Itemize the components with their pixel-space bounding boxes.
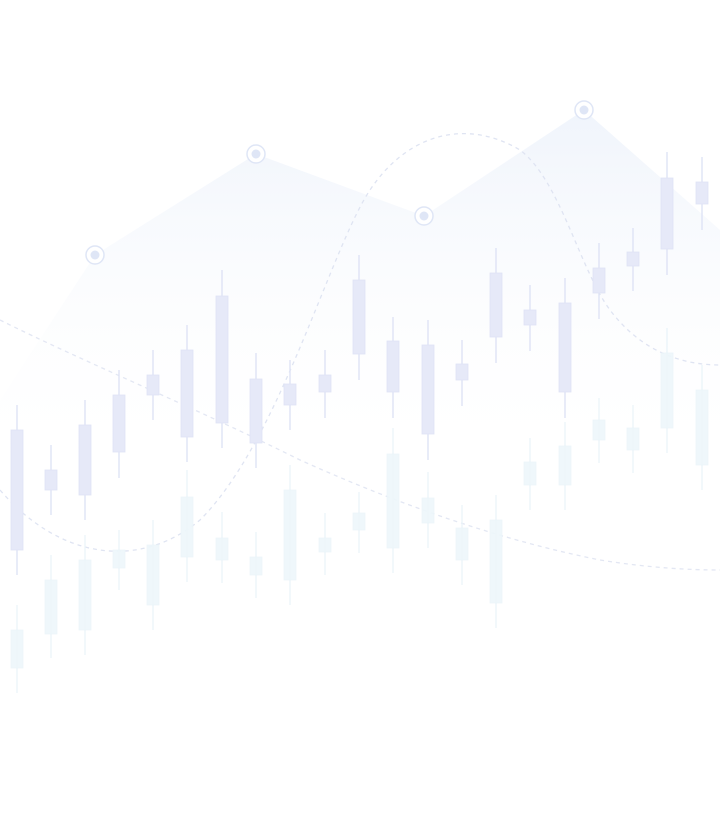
candle-body: [421, 344, 435, 435]
candle-body: [78, 424, 92, 496]
candle-body: [318, 537, 332, 553]
candle-body: [558, 302, 572, 393]
candle-body: [318, 374, 332, 393]
candle-body: [44, 469, 58, 491]
candle-body: [523, 309, 537, 326]
candle-body: [660, 177, 674, 250]
candle-body: [592, 419, 606, 441]
marker-pin-icon: [574, 100, 594, 120]
candle-body: [386, 453, 400, 549]
candle-body: [112, 549, 126, 569]
candle-body: [352, 512, 366, 531]
candle-body: [146, 374, 160, 396]
marker-pin-icon: [85, 245, 105, 265]
candle-body: [660, 352, 674, 429]
candle-body: [421, 497, 435, 524]
candle-body: [489, 272, 503, 338]
candle-body: [489, 519, 503, 604]
candle-body: [249, 556, 263, 576]
candle-body: [695, 181, 709, 205]
candle-body: [215, 295, 229, 424]
candle-body: [215, 537, 229, 561]
candle-body: [558, 445, 572, 486]
candle-body: [283, 489, 297, 581]
candle-body: [78, 559, 92, 631]
candle-body: [592, 267, 606, 294]
candle-body: [10, 629, 24, 669]
candle-body: [249, 378, 263, 444]
candle-body: [386, 340, 400, 393]
candle-body: [695, 389, 709, 466]
candle-body: [626, 251, 640, 267]
candle-body: [44, 579, 58, 635]
candle-body: [180, 496, 194, 558]
candles-group: [10, 152, 709, 575]
candle-body: [523, 461, 537, 486]
candle-body: [10, 429, 24, 551]
ghost-candles-group: [10, 328, 709, 693]
candle-body: [146, 544, 160, 606]
candle-body: [455, 527, 469, 561]
candle-body: [283, 383, 297, 406]
dashed-curve-lower: [0, 319, 720, 571]
candle-body: [112, 394, 126, 453]
marker-pin-icon: [246, 144, 266, 164]
candle-body: [180, 349, 194, 438]
candle-body: [455, 363, 469, 381]
marker-pin-icon: [414, 206, 434, 226]
candle-body: [352, 279, 366, 355]
candle-body: [626, 427, 640, 451]
